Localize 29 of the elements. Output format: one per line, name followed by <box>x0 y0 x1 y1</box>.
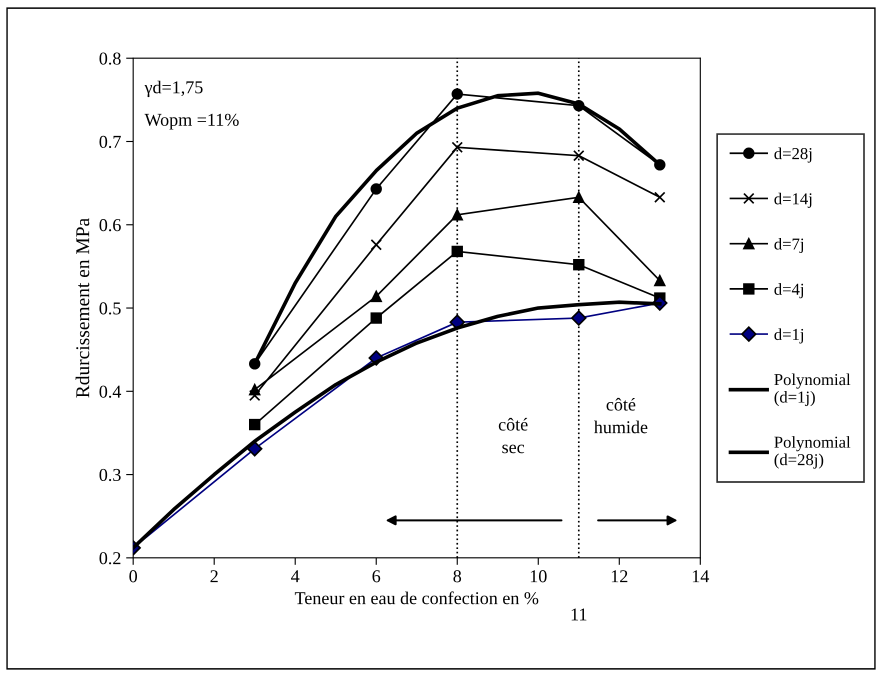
x-tick-label: 12 <box>612 570 628 582</box>
x-tick-label: 6 <box>372 570 380 582</box>
annotation: côté humide <box>594 398 648 434</box>
legend-label: d=28j <box>774 148 812 163</box>
y-tick-label: 0.8 <box>99 52 121 65</box>
ref-line-label: 11 <box>572 608 586 620</box>
y-tick-label: 0.3 <box>99 468 121 482</box>
annotation: Wopm =11% <box>144 114 239 130</box>
annotation: γd=1,75 <box>144 80 203 98</box>
annotation: côté sec <box>498 418 528 454</box>
legend-label: d=1j <box>774 328 804 344</box>
x-tick-label: 14 <box>692 570 710 582</box>
x-tick-label: 4 <box>291 570 300 582</box>
legend-label: d=4j <box>774 283 804 298</box>
legend-label: Polynomial (d=28j) <box>774 436 850 469</box>
x-tick-label: 10 <box>530 570 547 582</box>
legend-label: Polynomial (d=1j) <box>774 373 850 406</box>
y-axis-title: Rdurcissement en MPa <box>76 218 90 398</box>
x-tick-label: 0 <box>129 570 138 582</box>
x-tick-label: 8 <box>453 570 462 582</box>
legend-label: d=14j <box>774 192 812 208</box>
x-axis-title: Teneur en eau de confection en % <box>294 591 538 604</box>
y-tick-label: 0.5 <box>99 302 121 315</box>
y-tick-label: 0.4 <box>99 386 122 398</box>
x-tick-label: 2 <box>210 570 218 582</box>
y-tick-label: 0.2 <box>99 552 120 564</box>
y-tick-label: 0.7 <box>99 136 121 148</box>
y-tick-label: 0.6 <box>99 219 121 232</box>
legend-label: d=7j <box>774 238 804 254</box>
